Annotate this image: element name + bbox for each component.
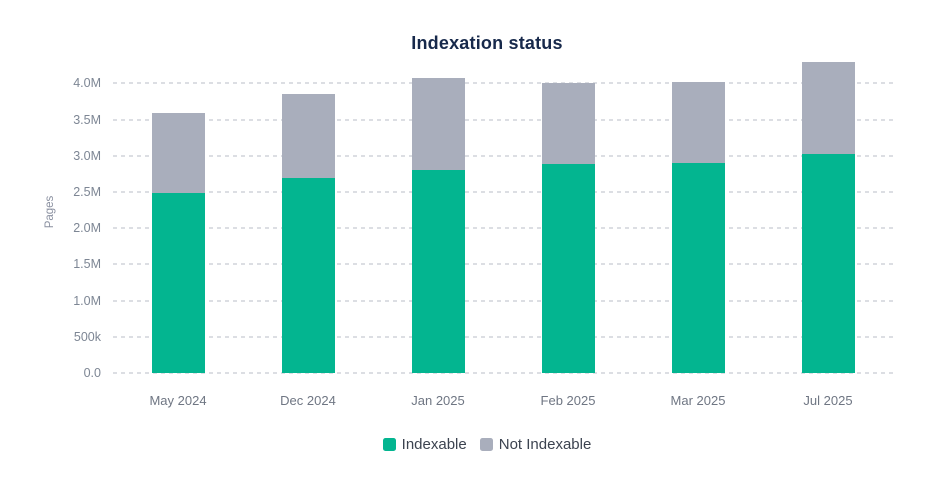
bar-group-dec-2024 xyxy=(281,93,335,373)
x-axis-label-mar-2025: Mar 2025 xyxy=(670,393,726,408)
x-axis-label-dec-2024: Dec 2024 xyxy=(280,393,336,408)
chart-title: Indexation status xyxy=(411,33,563,53)
bar-segment-not-indexable-jul-2025[interactable] xyxy=(801,62,855,154)
bar-segment-not-indexable-feb-2025[interactable] xyxy=(541,83,595,165)
gridline xyxy=(113,299,893,302)
bar-group-jan-2025 xyxy=(411,78,465,373)
bar-segment-not-indexable-dec-2024[interactable] xyxy=(281,93,335,179)
gridline xyxy=(113,335,893,338)
legend-item-indexable[interactable]: Indexable xyxy=(382,436,467,453)
y-tick-label: 1.0M xyxy=(73,293,101,308)
bar-slot-jul-2025 xyxy=(763,58,893,373)
bar-segment-indexable-feb-2025[interactable] xyxy=(541,164,595,373)
gridline xyxy=(113,118,893,121)
bar-segment-indexable-jul-2025[interactable] xyxy=(801,153,855,373)
bar-segment-indexable-mar-2025[interactable] xyxy=(671,163,725,373)
bar-group-jul-2025 xyxy=(801,62,855,373)
bar-group-feb-2025 xyxy=(541,83,595,373)
bar-segment-indexable-may-2024[interactable] xyxy=(151,193,205,373)
gridline xyxy=(113,190,893,193)
plot-area xyxy=(113,58,893,374)
bar-slot-mar-2025 xyxy=(633,58,763,373)
legend-item-not-indexable[interactable]: Not Indexable xyxy=(479,436,592,453)
legend-color-swatch-not-indexable xyxy=(479,438,493,451)
x-axis-label-jan-2025: Jan 2025 xyxy=(411,393,465,408)
y-tick-label: 1.5M xyxy=(73,257,101,272)
y-tick-label: 0.0 xyxy=(83,366,101,380)
gridline xyxy=(113,263,893,266)
y-tick-label: 4.0M xyxy=(73,76,101,91)
bar-group-may-2024 xyxy=(151,113,205,373)
y-tick-label: 2.0M xyxy=(73,221,101,236)
legend-label: Not Indexable xyxy=(498,436,592,453)
gridline xyxy=(113,82,893,85)
bar-segment-indexable-dec-2024[interactable] xyxy=(281,178,335,373)
x-axis-label-may-2024: May 2024 xyxy=(149,393,207,408)
x-axis-label-jul-2025: Jul 2025 xyxy=(803,393,853,408)
legend-label: Indexable xyxy=(401,436,467,453)
y-tick-label: 3.0M xyxy=(73,148,101,163)
bar-segment-not-indexable-may-2024[interactable] xyxy=(151,113,205,194)
y-tick-label: 2.5M xyxy=(73,184,101,199)
bar-segment-not-indexable-jan-2025[interactable] xyxy=(411,78,465,170)
gridline xyxy=(113,372,893,374)
x-axis-tick-labels: May 2024 Dec 2024 Jan 2025 Feb 2025 Mar 2025… xyxy=(113,393,893,408)
legend-color-swatch-indexable xyxy=(382,438,396,451)
bar-slot-may-2024 xyxy=(113,58,243,373)
bar-group-mar-2025 xyxy=(671,81,725,373)
x-axis-label-feb-2025: Feb 2025 xyxy=(540,393,596,408)
y-tick-label: 500k xyxy=(73,329,101,344)
bar-slot-dec-2024 xyxy=(243,58,373,373)
bar-slot-feb-2025 xyxy=(503,58,633,373)
chart-legend: Indexable Not Indexable xyxy=(30,436,944,453)
y-tick-label: 3.5M xyxy=(73,112,101,127)
bars xyxy=(113,58,893,373)
bar-segment-not-indexable-mar-2025[interactable] xyxy=(671,81,725,163)
bar-slot-jan-2025 xyxy=(373,58,503,373)
gridline xyxy=(113,154,893,157)
bar-segment-indexable-jan-2025[interactable] xyxy=(411,169,465,373)
gridline xyxy=(113,227,893,230)
